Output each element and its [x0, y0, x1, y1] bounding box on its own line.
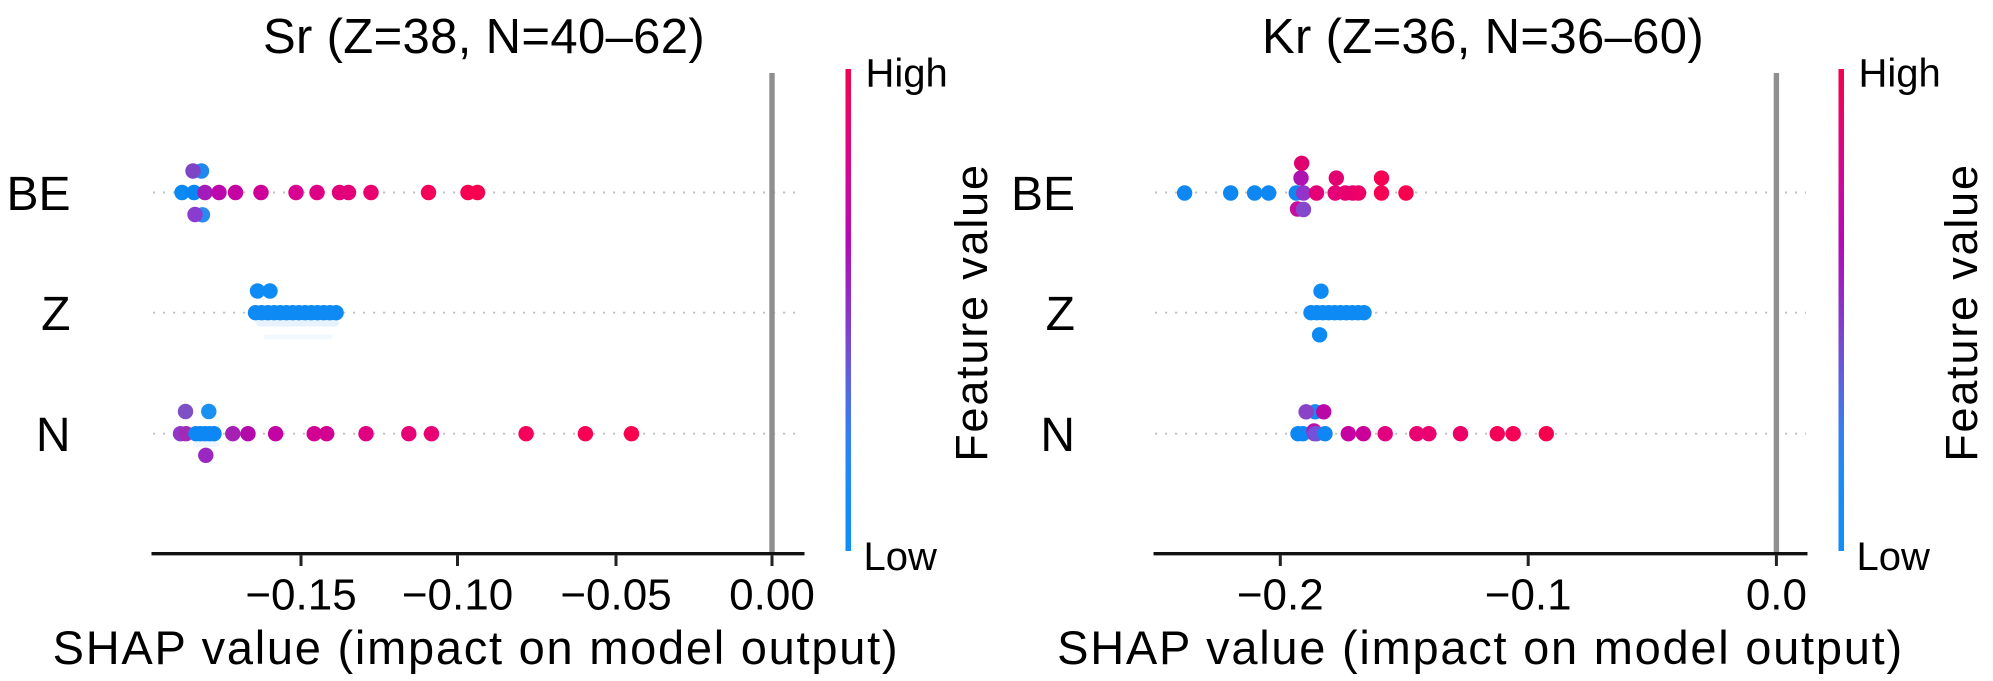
- svg-text:−0.1: −0.1: [1485, 571, 1572, 620]
- svg-text:BE: BE: [1011, 168, 1075, 221]
- svg-text:Feature value: Feature value: [946, 163, 997, 462]
- svg-text:0.00: 0.00: [729, 571, 815, 620]
- svg-text:High: High: [1859, 52, 1941, 96]
- svg-text:Kr (Z=36, N=36–60): Kr (Z=36, N=36–60): [1262, 10, 1704, 64]
- svg-text:−0.15: −0.15: [245, 571, 356, 620]
- svg-text:Sr (Z=38, N=40–62): Sr (Z=38, N=40–62): [263, 10, 705, 64]
- svg-text:Z: Z: [41, 288, 70, 341]
- svg-text:N: N: [1040, 409, 1075, 462]
- svg-text:−0.2: −0.2: [1237, 571, 1324, 620]
- svg-text:SHAP value (impact on model ou: SHAP value (impact on model output): [1057, 621, 1904, 674]
- svg-text:Low: Low: [864, 535, 937, 579]
- svg-text:−0.05: −0.05: [560, 571, 671, 620]
- svg-text:Z: Z: [1046, 288, 1075, 341]
- svg-text:0.0: 0.0: [1746, 571, 1807, 620]
- svg-text:Low: Low: [1857, 535, 1930, 579]
- svg-text:Feature value: Feature value: [1936, 163, 1987, 462]
- svg-text:SHAP value (impact on model ou: SHAP value (impact on model output): [53, 621, 900, 674]
- svg-text:−0.10: −0.10: [402, 571, 513, 620]
- svg-text:High: High: [866, 52, 948, 96]
- svg-text:N: N: [36, 409, 71, 462]
- svg-text:BE: BE: [6, 168, 70, 221]
